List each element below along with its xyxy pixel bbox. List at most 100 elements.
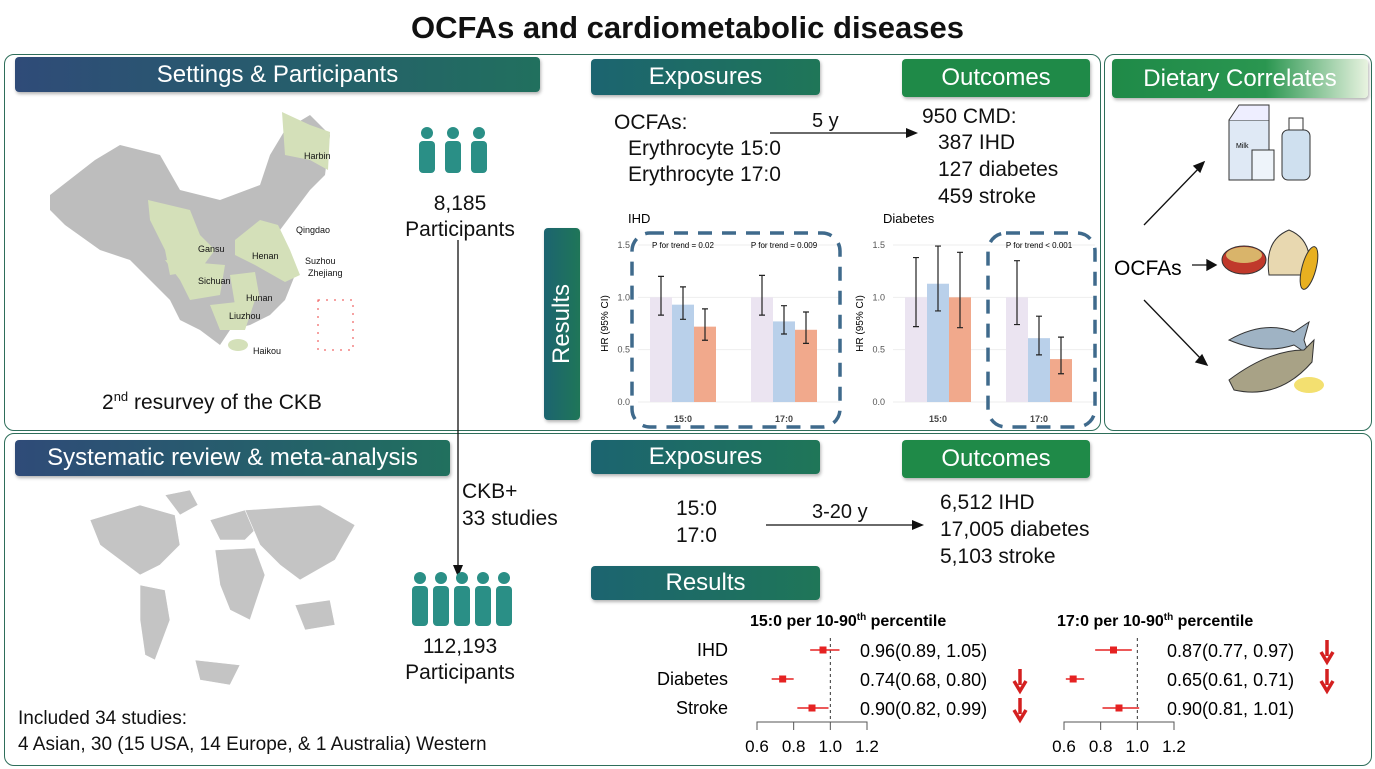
- map-label: Qingdao: [296, 225, 330, 235]
- resurvey-label: 2nd resurvey of the CKB: [102, 389, 322, 414]
- x-tick-label: 0.6: [745, 737, 769, 756]
- map-label: Harbin: [304, 151, 331, 161]
- outcome-line: 5,103 stroke: [940, 545, 1056, 568]
- error-bar: [702, 308, 708, 341]
- decrease-arrow-icon: [1319, 640, 1335, 666]
- error-bar: [781, 305, 787, 335]
- region-harbin: [282, 112, 330, 170]
- world-map: [89, 490, 356, 686]
- y-tick-label: 0.5: [872, 345, 885, 355]
- bar: [694, 326, 716, 402]
- map-label: Gansu: [198, 244, 225, 254]
- bottom-exposures-header: Exposures: [591, 440, 820, 474]
- error-bar: [759, 274, 765, 316]
- hr-point: [1115, 704, 1123, 712]
- p-trend-label: P for trend = 0.02: [652, 241, 714, 250]
- exposure-line: OCFAs:: [614, 111, 688, 134]
- region-liuzhou: [210, 300, 255, 330]
- exposure-line: 17:0: [676, 524, 717, 547]
- bar: [949, 297, 971, 402]
- hr-value: 0.90(0.82, 0.99): [860, 699, 987, 719]
- x-axis: [1063, 721, 1175, 730]
- decrease-arrow-icon: [1319, 669, 1335, 695]
- page-title: OCFAs and cardiometabolic diseases: [410, 10, 965, 45]
- error-bar: [680, 286, 686, 320]
- hr-point: [819, 646, 827, 654]
- outcome-label: IHD: [697, 640, 728, 660]
- hr-value: 0.65(0.61, 0.71): [1167, 670, 1294, 690]
- bar: [751, 297, 773, 402]
- forest-plots: 15:0 per 10-90th percentile IHD 0.96(0.89,…: [657, 612, 1335, 756]
- error-bar: [1014, 260, 1020, 326]
- studies-label: 33 studies: [462, 507, 558, 530]
- bottom-outcomes-header: Outcomes: [902, 440, 1090, 478]
- bar: [1006, 297, 1028, 402]
- ckb-label: CKB+: [462, 480, 518, 503]
- exposures-header: Exposures: [591, 59, 820, 95]
- map-label: Liuzhou: [229, 311, 261, 321]
- x-tick-label: 0.6: [1052, 737, 1076, 756]
- highlight-box: [630, 231, 842, 429]
- x-axis: [756, 721, 868, 730]
- x-tick-label: 1.2: [1162, 737, 1186, 756]
- meta-participant-label: Participants: [405, 661, 515, 684]
- hr-point: [779, 675, 787, 683]
- hr-point: [1069, 675, 1077, 683]
- y-axis-label: HR (95% CI): [855, 295, 866, 352]
- people-icon: [419, 127, 487, 173]
- error-bar: [658, 275, 664, 316]
- south-sea-inset: [317, 299, 354, 351]
- milk-icon: Milk: [1228, 104, 1311, 181]
- included-studies-detail: 4 Asian, 30 (15 USA, 14 Europe, & 1 Aust…: [18, 734, 487, 755]
- x-tick-label: 1.2: [855, 737, 879, 756]
- decrease-arrow-icon: [1012, 669, 1028, 695]
- bar: [650, 297, 672, 402]
- cohort-participant-label: Participants: [405, 218, 515, 241]
- fish-icon: [1227, 320, 1324, 393]
- map-label: Zhejiang: [308, 268, 343, 278]
- outcome-line: 950 CMD:: [922, 105, 1017, 128]
- outcome-line: 17,005 diabetes: [940, 518, 1090, 541]
- x-tick-label: 1.0: [819, 737, 843, 756]
- meta-analysis-panel: [4, 433, 1372, 766]
- followup-arrow: [766, 520, 924, 530]
- settings-header: Settings & Participants: [15, 57, 540, 92]
- hr-value: 0.90(0.81, 1.01): [1167, 699, 1294, 719]
- region-hunan: [230, 272, 260, 305]
- meta-participant-count: 112,193: [422, 635, 498, 658]
- exposure-line: 15:0: [676, 497, 717, 520]
- error-bar: [1058, 336, 1064, 375]
- p-trend-label: P for trend = 0.009: [751, 241, 818, 250]
- outcome-line: 459 stroke: [938, 185, 1037, 208]
- flow-arrow-down: [453, 240, 463, 577]
- cohort-panel: [4, 54, 1101, 431]
- hr-value: 0.74(0.68, 0.80): [860, 670, 987, 690]
- exposure-line: Erythrocyte 15:0: [628, 137, 781, 160]
- dietary-illustration: Milk OCFAs: [1114, 104, 1324, 393]
- hr-point: [1110, 646, 1117, 654]
- bar: [773, 321, 795, 402]
- followup-label: 3-20 y: [812, 501, 868, 523]
- region-gansu: [148, 200, 215, 275]
- exposure-line: Erythrocyte 17:0: [628, 163, 781, 186]
- error-bar: [935, 245, 941, 312]
- china-map: Harbin Qingdao Gansu Henan Suzhou Zhejia…: [50, 112, 354, 356]
- forest-title: 17:0 per 10-90th percentile: [1057, 612, 1253, 630]
- x-tick-label: 17:0: [1030, 414, 1048, 424]
- dietary-arrows: [1143, 160, 1218, 367]
- map-label: Sichuan: [198, 276, 231, 286]
- bar: [672, 304, 694, 402]
- y-tick-label: 1.0: [872, 292, 885, 302]
- people-icon: [412, 572, 512, 626]
- y-tick-label: 1.5: [617, 240, 630, 250]
- review-header: Systematic review & meta-analysis: [15, 440, 450, 476]
- bar: [1028, 338, 1050, 402]
- bottom-results-header: Results: [591, 566, 820, 600]
- map-label: Hunan: [246, 293, 273, 303]
- map-label: Haikou: [253, 346, 281, 356]
- p-trend-label: P for trend < 0.001: [1006, 241, 1073, 250]
- dietary-header: Dietary Correlates: [1112, 59, 1368, 98]
- x-tick-label: 1.0: [1126, 737, 1150, 756]
- map-label: Suzhou: [305, 256, 336, 266]
- forest-title: 15:0 per 10-90th percentile: [750, 612, 946, 630]
